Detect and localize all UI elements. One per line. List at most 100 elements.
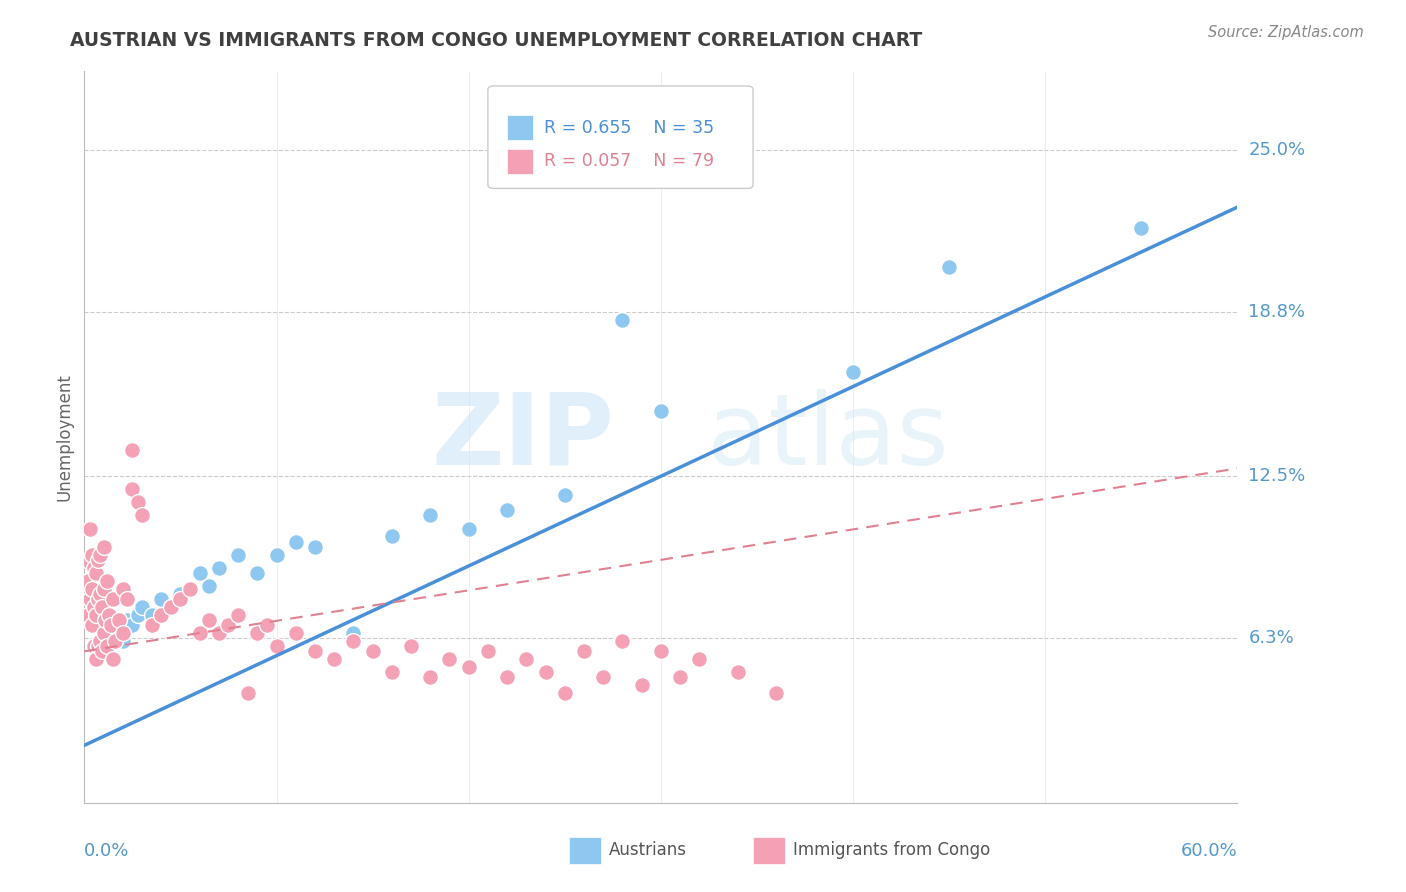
Point (496, 670, 519, 684)
Point (361, 644, 384, 658)
Point (103, 592, 124, 607)
Point (90, 644, 112, 658)
Point (87, 592, 110, 607)
Point (93, 626, 115, 640)
Point (515, 652, 537, 666)
Point (381, 665, 404, 680)
Point (103, 652, 124, 666)
Point (141, 607, 163, 622)
Point (111, 626, 134, 640)
Point (160, 599, 183, 614)
Point (93, 582, 115, 596)
Point (104, 633, 127, 648)
Point (477, 644, 499, 658)
Point (80, 582, 103, 596)
Point (80, 548, 103, 562)
Bar (568, 838, 600, 863)
Text: Austrians: Austrians (609, 841, 688, 859)
Point (266, 548, 288, 562)
Point (439, 652, 461, 666)
Point (323, 652, 346, 666)
Point (534, 665, 557, 680)
Point (89, 633, 111, 648)
Point (457, 521, 479, 535)
Text: 6.3%: 6.3% (1249, 629, 1294, 648)
Point (121, 618, 143, 632)
Point (84, 566, 107, 580)
Point (256, 618, 278, 632)
Point (93, 633, 115, 648)
Point (127, 495, 149, 509)
Point (93, 540, 115, 554)
Point (96, 626, 118, 640)
Point (79, 556, 101, 570)
Point (612, 633, 634, 648)
Point (284, 534, 307, 549)
Point (226, 607, 249, 622)
Point (94, 613, 117, 627)
Point (650, 644, 672, 658)
Point (80, 618, 103, 632)
Text: 25.0%: 25.0% (1249, 141, 1306, 159)
Point (226, 548, 249, 562)
Point (115, 592, 138, 607)
Point (98, 607, 121, 622)
Point (115, 613, 138, 627)
Point (169, 592, 191, 607)
Point (342, 626, 364, 640)
Point (83, 599, 105, 614)
Point (121, 443, 143, 458)
Point (127, 607, 149, 622)
Text: ZIP: ZIP (432, 389, 614, 485)
Point (419, 670, 441, 684)
Text: atlas: atlas (707, 389, 949, 485)
Point (188, 566, 211, 580)
Point (727, 665, 749, 680)
Point (83, 639, 105, 653)
Point (650, 404, 672, 418)
Point (342, 633, 364, 648)
Point (131, 508, 153, 523)
Point (160, 599, 183, 614)
Point (554, 686, 576, 700)
Point (246, 566, 269, 580)
Point (842, 365, 865, 379)
Bar (508, 149, 533, 174)
Text: Immigrants from Congo: Immigrants from Congo (793, 841, 991, 859)
Point (96, 574, 118, 588)
Point (399, 639, 422, 653)
Point (669, 670, 692, 684)
Point (304, 644, 326, 658)
Point (304, 540, 326, 554)
Point (108, 613, 131, 627)
Point (284, 626, 307, 640)
Text: Source: ZipAtlas.com: Source: ZipAtlas.com (1208, 25, 1364, 40)
Point (246, 626, 269, 640)
Point (236, 686, 259, 700)
Point (87, 553, 110, 567)
Point (111, 633, 134, 648)
Point (457, 660, 479, 674)
Point (79, 592, 101, 607)
Text: R = 0.057    N = 79: R = 0.057 N = 79 (544, 153, 714, 170)
Point (179, 582, 201, 596)
Point (77, 607, 100, 622)
Text: 60.0%: 60.0% (1181, 842, 1237, 860)
Point (89, 644, 111, 658)
Point (79, 521, 101, 535)
Point (103, 632, 124, 646)
Point (496, 503, 519, 517)
Y-axis label: Unemployment: Unemployment (55, 373, 73, 501)
Text: 18.8%: 18.8% (1249, 302, 1305, 321)
Point (141, 618, 163, 632)
Point (179, 582, 201, 596)
Text: R = 0.655    N = 35: R = 0.655 N = 35 (544, 119, 714, 136)
Point (198, 579, 221, 593)
Point (83, 560, 105, 574)
Point (150, 607, 173, 622)
Point (77, 574, 100, 588)
Point (121, 483, 143, 497)
Point (688, 652, 710, 666)
Point (83, 639, 105, 653)
Point (100, 618, 122, 632)
